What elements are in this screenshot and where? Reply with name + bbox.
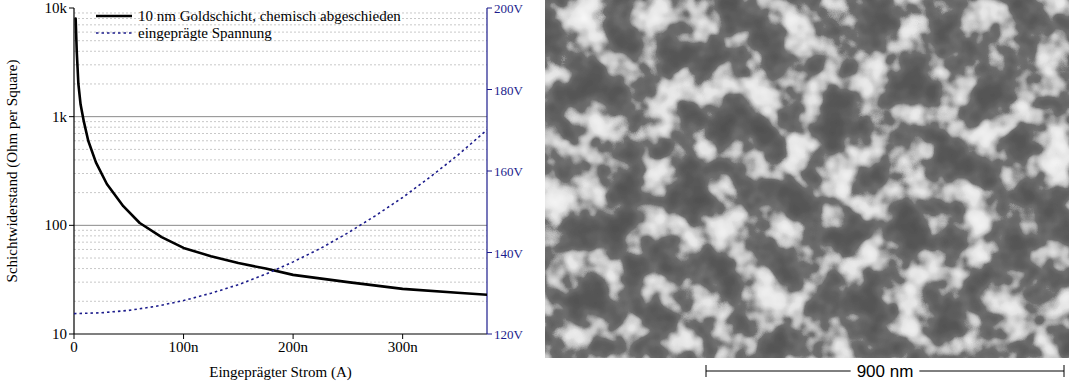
scale-bar-label-bg bbox=[851, 362, 920, 381]
minor-grid-line bbox=[74, 51, 487, 52]
scale-bar: 900 nm bbox=[706, 362, 1064, 381]
x-tick-label: 0 bbox=[70, 339, 78, 355]
y2-tick bbox=[487, 171, 492, 172]
plot-area bbox=[74, 19, 487, 314]
minor-grid-line bbox=[74, 249, 487, 250]
minor-grid-line bbox=[74, 140, 487, 141]
x-tick-label: 300n bbox=[388, 339, 419, 355]
y2-tick-label: 200V bbox=[494, 1, 524, 16]
x-axis-line bbox=[74, 333, 487, 334]
series-line bbox=[74, 130, 487, 314]
minor-grid-line bbox=[74, 230, 487, 231]
grid-line bbox=[74, 116, 487, 117]
minor-grid-line bbox=[74, 235, 487, 236]
x-tick-label: 200n bbox=[278, 339, 309, 355]
scale-bar-end bbox=[1064, 365, 1065, 377]
legend-swatch bbox=[96, 15, 132, 18]
y2-tick bbox=[487, 252, 492, 253]
minor-grid-line bbox=[74, 173, 487, 174]
y-tick-label: 10 bbox=[52, 326, 67, 342]
legend-label: 10 nm Goldschicht, chemisch abgeschieden bbox=[138, 8, 401, 24]
y2-tick bbox=[487, 8, 492, 9]
x-tick-label: 100n bbox=[169, 339, 200, 355]
legend: 10 nm Goldschicht, chemisch abgeschieden… bbox=[96, 8, 401, 41]
y-axis-line bbox=[73, 8, 74, 334]
minor-grid-line bbox=[74, 133, 487, 134]
y2-tick-label: 140V bbox=[494, 246, 524, 261]
minor-grid-line bbox=[74, 159, 487, 160]
y-tick bbox=[69, 8, 74, 9]
x-axis-title: Eingeprägter Strom (A) bbox=[209, 364, 351, 381]
minor-grid-line bbox=[74, 242, 487, 243]
scale-bar-end bbox=[706, 365, 707, 377]
y-tick-label: 10k bbox=[45, 0, 68, 16]
minor-grid-line bbox=[74, 64, 487, 65]
minor-grid-line bbox=[74, 24, 487, 25]
minor-grid-line bbox=[74, 258, 487, 259]
figure: 10 100 1k 10k 0 100n 200n 300n 120V 140V 160V 180V 2… bbox=[0, 0, 1069, 383]
minor-grid-line bbox=[74, 268, 487, 269]
minor-grid-line bbox=[74, 301, 487, 302]
series-line bbox=[76, 19, 487, 295]
minor-grid-line bbox=[74, 149, 487, 150]
minor-grid-line bbox=[74, 282, 487, 283]
y2-tick-label: 180V bbox=[494, 83, 524, 98]
grid bbox=[74, 13, 487, 301]
y-axis-title: Schichtwiderstand (Ohm per Square) bbox=[4, 60, 21, 283]
minor-grid-line bbox=[74, 83, 487, 84]
y-tick bbox=[69, 225, 74, 226]
legend-label: eingeprägte Spannung bbox=[138, 25, 272, 41]
scale-bar-label: 900 nm bbox=[857, 362, 914, 381]
legend-swatch bbox=[96, 32, 132, 34]
grid-line bbox=[74, 225, 487, 226]
y-tick bbox=[69, 334, 74, 335]
y-tick bbox=[69, 116, 74, 117]
minor-grid-line bbox=[74, 40, 487, 41]
y-tick-label: 100 bbox=[45, 217, 68, 233]
minor-grid-line bbox=[74, 121, 487, 122]
y-tick-label: 1k bbox=[52, 109, 68, 125]
minor-grid-line bbox=[74, 127, 487, 128]
y2-tick-label: 120V bbox=[494, 327, 524, 342]
y2-tick bbox=[487, 334, 492, 335]
minor-grid-line bbox=[74, 192, 487, 193]
y2-tick bbox=[487, 89, 492, 90]
y2-tick-label: 160V bbox=[494, 164, 524, 179]
minor-grid-line bbox=[74, 32, 487, 33]
sem-image bbox=[545, 0, 1069, 358]
